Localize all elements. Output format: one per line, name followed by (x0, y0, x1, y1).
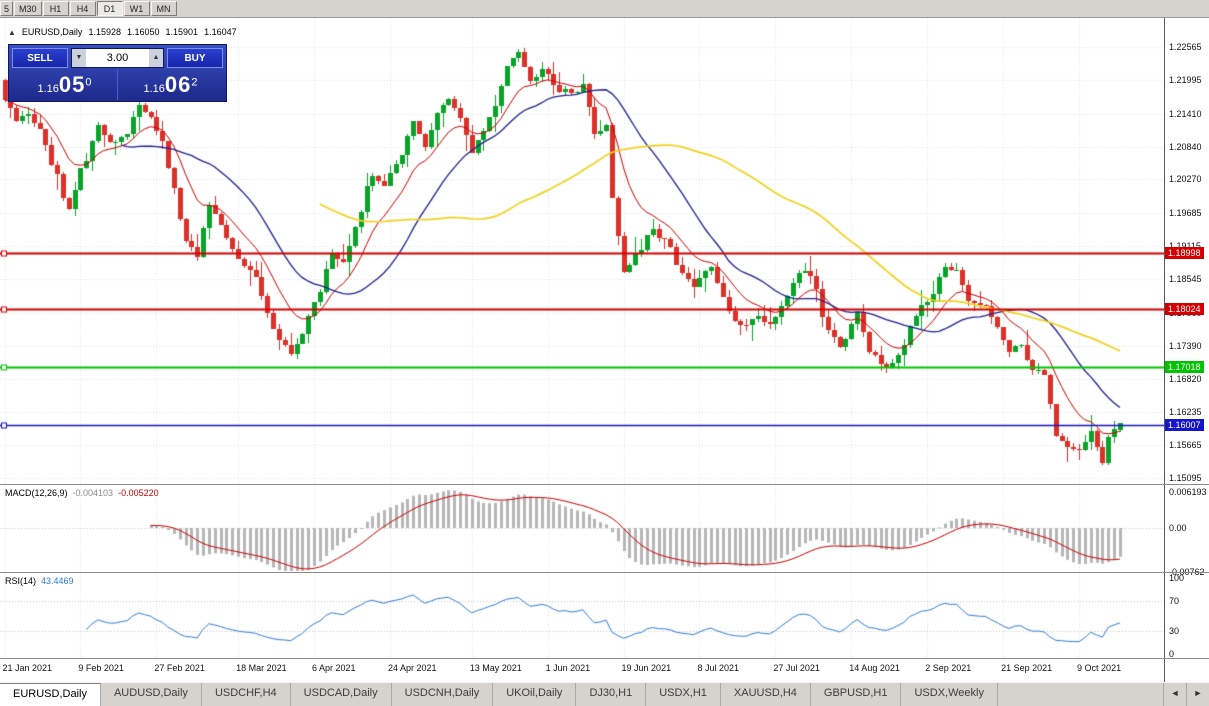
date-axis-label: 9 Feb 2021 (78, 663, 124, 673)
macd-axis-label: 0.006193 (1169, 487, 1207, 497)
buy-price[interactable]: 1.16062 (118, 69, 223, 100)
price-line-badge: 1.16007 (1165, 419, 1204, 431)
tab-dj30-h1[interactable]: DJ30,H1 (576, 683, 647, 706)
macd-panel-separator[interactable] (0, 484, 1209, 485)
lot-increase-button[interactable]: ▲ (149, 49, 163, 67)
date-axis-label: 19 Jun 2021 (621, 663, 672, 673)
date-axis-label: 21 Sep 2021 (1001, 663, 1053, 673)
tab-eurusd-daily[interactable]: EURUSD,Daily (0, 683, 101, 706)
buy-price-big: 06 (164, 72, 192, 97)
price-axis-label: 1.22565 (1169, 42, 1202, 53)
price-line-badge: 1.18024 (1165, 303, 1204, 315)
date-axis-label: 27 Feb 2021 (154, 663, 205, 673)
rsi-indicator-label: RSI(14) 43.4469 (5, 576, 74, 586)
macd-main-value: -0.004103 (72, 488, 114, 498)
price-axis-label: 1.16820 (1169, 373, 1202, 384)
date-axis-label: 24 Apr 2021 (387, 663, 437, 673)
timeframe-d1-button[interactable]: D1 (96, 1, 123, 16)
tab-usdx-weekly[interactable]: USDX,Weekly (901, 683, 998, 706)
chart-symbol-period: EURUSD,Daily (21, 27, 83, 37)
timeframe-h1-button[interactable]: H1 (42, 1, 69, 16)
tab-audusd-daily[interactable]: AUDUSD,Daily (100, 683, 202, 706)
lot-size-input[interactable] (86, 49, 149, 67)
date-axis-label: 27 Jul 2021 (773, 663, 820, 673)
rsi-axis-label: 30 (1169, 626, 1180, 637)
one-click-trading-panel: SELL ▼ ▲ BUY 1.16050 1.16062 (8, 44, 227, 102)
timeframe-toolbar: 5 M30 H1 H4 D1 W1 MN (0, 0, 1209, 18)
time-axis[interactable]: 21 Jan 2021 9 Feb 2021 27 Feb 2021 18 Mar 2… (0, 659, 1164, 682)
timeframe-5-button[interactable]: 5 (0, 1, 13, 16)
date-axis-label: 8 Jul 2021 (697, 663, 739, 673)
buy-price-sup: 2 (191, 76, 198, 89)
price-chart-canvas[interactable] (0, 18, 1164, 658)
timeframe-w1-button[interactable]: W1 (123, 1, 150, 16)
tab-usdcad-daily[interactable]: USDCAD,Daily (290, 683, 392, 706)
chart-tab-bar: EURUSD,Daily AUDUSD,Daily USDCHF,H4 USDCAD,… (0, 682, 1209, 706)
price-axis-label: 1.18545 (1169, 273, 1202, 284)
date-axis-label: 2 Sep 2021 (925, 663, 972, 673)
sell-price[interactable]: 1.16050 (12, 69, 118, 100)
price-axis-label: 1.15095 (1169, 473, 1202, 484)
tab-usdchf-h4[interactable]: USDCHF,H4 (201, 683, 291, 706)
macd-name: MACD(12,26,9) (5, 488, 68, 498)
price-axis-label: 1.20270 (1169, 174, 1202, 185)
tab-gbpusd-h1[interactable]: GBPUSD,H1 (810, 683, 902, 706)
date-axis-label: 18 Mar 2021 (236, 663, 287, 673)
date-axis-label: 6 Apr 2021 (312, 663, 356, 673)
time-axis-separator (0, 658, 1209, 659)
ohlc-open: 1.15928 (88, 27, 121, 37)
lot-decrease-button[interactable]: ▼ (72, 49, 86, 67)
tab-ukoil-daily[interactable]: UKOil,Daily (493, 683, 577, 706)
buy-price-prefix: 1.16 (143, 83, 165, 95)
tab-usdcnh-daily[interactable]: USDCNH,Daily (391, 683, 494, 706)
chart-window: ▲ EURUSD,Daily 1.15928 1.16050 1.15901 1… (0, 18, 1209, 682)
tab-scroll-arrows: ◄ ► (1163, 683, 1209, 706)
trade-panel-collapse-icon[interactable]: ▲ (8, 27, 16, 37)
rsi-axis-label: 100 (1169, 573, 1185, 583)
tab-scroll-left-icon[interactable]: ◄ (1163, 683, 1186, 706)
ohlc-high: 1.16050 (126, 27, 160, 37)
date-axis-label: 14 Aug 2021 (849, 663, 900, 673)
date-axis-label: 1 Jun 2021 (545, 663, 591, 673)
rsi-value: 43.4469 (41, 576, 74, 586)
timeframe-h4-button[interactable]: H4 (69, 1, 96, 16)
rsi-axis-label: 70 (1169, 595, 1180, 606)
sell-price-sup: 0 (85, 76, 92, 89)
macd-signal-value: -0.005220 (118, 488, 159, 498)
price-axis-label: 1.19685 (1169, 208, 1202, 219)
ohlc-close: 1.16047 (204, 27, 237, 37)
price-line-badge: 1.17018 (1165, 361, 1204, 373)
tab-usdx-h1[interactable]: USDX,H1 (646, 683, 721, 706)
price-axis[interactable]: 1.22565 1.21995 1.21410 1.20840 1.20270 1.196… (1164, 18, 1209, 682)
price-axis-label: 1.19115 (1169, 241, 1201, 251)
price-axis-label: 1.21995 (1169, 74, 1202, 85)
price-axis-label: 1.20840 (1169, 141, 1202, 152)
timeframe-mn-button[interactable]: MN (150, 1, 177, 16)
chart-info-line: ▲ EURUSD,Daily 1.15928 1.16050 1.15901 1… (8, 27, 237, 37)
tab-scroll-right-icon[interactable]: ► (1186, 683, 1209, 706)
tab-xauusd-h4[interactable]: XAUUSD,H4 (720, 683, 811, 706)
macd-indicator-label: MACD(12,26,9) -0.004103 -0.005220 (5, 488, 159, 498)
date-axis-label: 21 Jan 2021 (2, 663, 53, 673)
lot-size-spinner: ▼ ▲ (71, 48, 164, 68)
rsi-axis-label: 0 (1169, 649, 1175, 659)
buy-button[interactable]: BUY (167, 48, 223, 68)
sell-price-prefix: 1.16 (37, 83, 59, 95)
macd-axis-label: 0.00 (1169, 523, 1187, 533)
ohlc-low: 1.15901 (165, 27, 199, 37)
price-line-badge: 1.18998 (1165, 247, 1204, 259)
sell-button[interactable]: SELL (12, 48, 68, 68)
date-axis-label: 9 Oct 2021 (1077, 663, 1122, 673)
sell-price-big: 05 (58, 72, 86, 97)
price-axis-label: 1.16235 (1169, 407, 1202, 418)
price-axis-label: 1.21410 (1169, 108, 1202, 119)
timeframe-m30-button[interactable]: M30 (14, 1, 42, 16)
date-axis-label: 13 May 2021 (469, 663, 522, 673)
price-axis-label: 1.17390 (1169, 340, 1202, 351)
price-axis-label: 1.15665 (1169, 440, 1202, 451)
rsi-name: RSI(14) (5, 576, 37, 586)
rsi-panel-separator[interactable] (0, 572, 1209, 573)
